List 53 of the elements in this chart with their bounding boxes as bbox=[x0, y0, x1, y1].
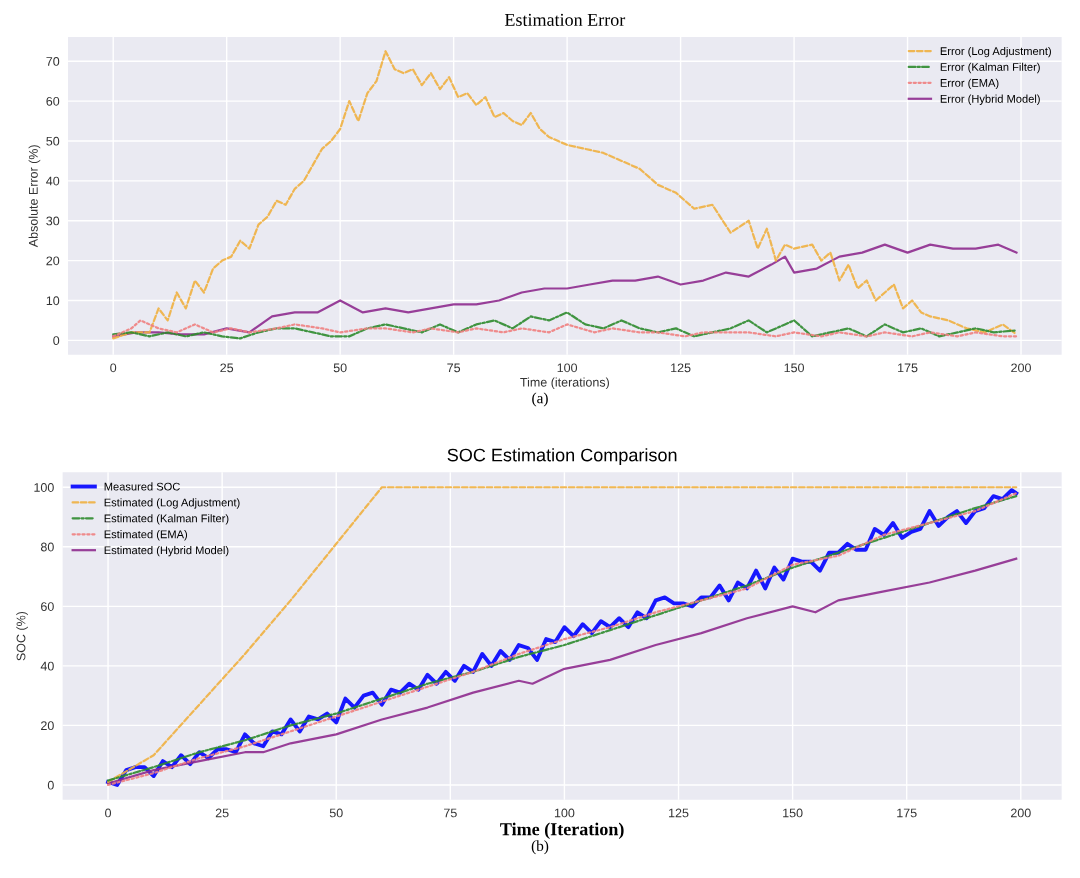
legend-label: Estimated (EMA) bbox=[104, 530, 188, 541]
x-tick-label: 175 bbox=[898, 363, 918, 373]
line-series bbox=[112, 311, 1018, 340]
text: (b) bbox=[531, 840, 549, 855]
x-tick-label: 125 bbox=[669, 808, 689, 818]
x-tick-label: 50 bbox=[333, 363, 347, 373]
y-tick-label: 20 bbox=[41, 721, 54, 731]
x-tick-label: 200 bbox=[1011, 808, 1031, 818]
x-axis-title: Time (iterations) bbox=[520, 377, 609, 390]
y-tick-label: 40 bbox=[46, 176, 60, 186]
x-tick-label: 100 bbox=[557, 363, 578, 373]
x-tick-label: 25 bbox=[215, 808, 229, 818]
legend-label: Error (Hybrid Model) bbox=[940, 94, 1040, 105]
x-tick-label: 150 bbox=[783, 808, 803, 818]
legend-label: Error (Log Adjustment) bbox=[940, 46, 1051, 58]
y-axis-title: SOC (%) bbox=[16, 611, 28, 661]
x-tick-label: 150 bbox=[784, 363, 804, 373]
line-series bbox=[112, 243, 1018, 338]
y-axis-title: Absolute Error (%) bbox=[28, 145, 41, 248]
x-tick-label: 100 bbox=[554, 808, 575, 818]
x-tick-label: 75 bbox=[444, 808, 457, 818]
y-tick-label: 40 bbox=[40, 661, 54, 671]
y-tick-label: 100 bbox=[34, 483, 54, 492]
y-tick-label: 30 bbox=[46, 216, 60, 226]
x-tick-label: 0 bbox=[110, 363, 117, 373]
y-tick-label: 50 bbox=[46, 136, 60, 146]
line-series bbox=[106, 557, 1018, 785]
x-tick-label: 75 bbox=[447, 363, 461, 373]
x-axis-title: Time (Iteration) bbox=[500, 822, 624, 839]
chart-title: Estimation Error bbox=[504, 13, 626, 26]
y-tick-label: 0 bbox=[47, 780, 54, 790]
y-tick-label: 60 bbox=[46, 96, 60, 106]
y-tick-label: 60 bbox=[41, 602, 54, 611]
legend-label: Estimated (Hybrid Model) bbox=[104, 546, 229, 557]
x-tick-label: 0 bbox=[105, 808, 112, 818]
legend-label: Error (Kalman Filter) bbox=[940, 62, 1040, 74]
y-tick-label: 0 bbox=[53, 336, 60, 346]
y-tick-label: 20 bbox=[46, 256, 60, 266]
legend-label: Estimated (Kalman Filter) bbox=[104, 514, 229, 525]
chart-title: SOC Estimation Comparison bbox=[447, 448, 677, 465]
legend-label: Error (EMA) bbox=[940, 78, 999, 90]
x-tick-label: 25 bbox=[220, 363, 234, 373]
y-tick-label: 10 bbox=[46, 296, 60, 306]
line-series bbox=[112, 319, 1018, 338]
y-tick-label: 70 bbox=[46, 57, 60, 66]
x-tick-label: 50 bbox=[329, 808, 343, 818]
x-tick-label: 175 bbox=[897, 808, 917, 818]
text: (a) bbox=[532, 392, 548, 407]
x-tick-label: 200 bbox=[1011, 363, 1031, 373]
legend-label: Estimated (Log Adjustment) bbox=[104, 498, 240, 509]
y-tick-label: 80 bbox=[40, 542, 54, 552]
legend-label: Measured SOC bbox=[104, 482, 180, 491]
x-tick-label: 125 bbox=[671, 363, 691, 373]
